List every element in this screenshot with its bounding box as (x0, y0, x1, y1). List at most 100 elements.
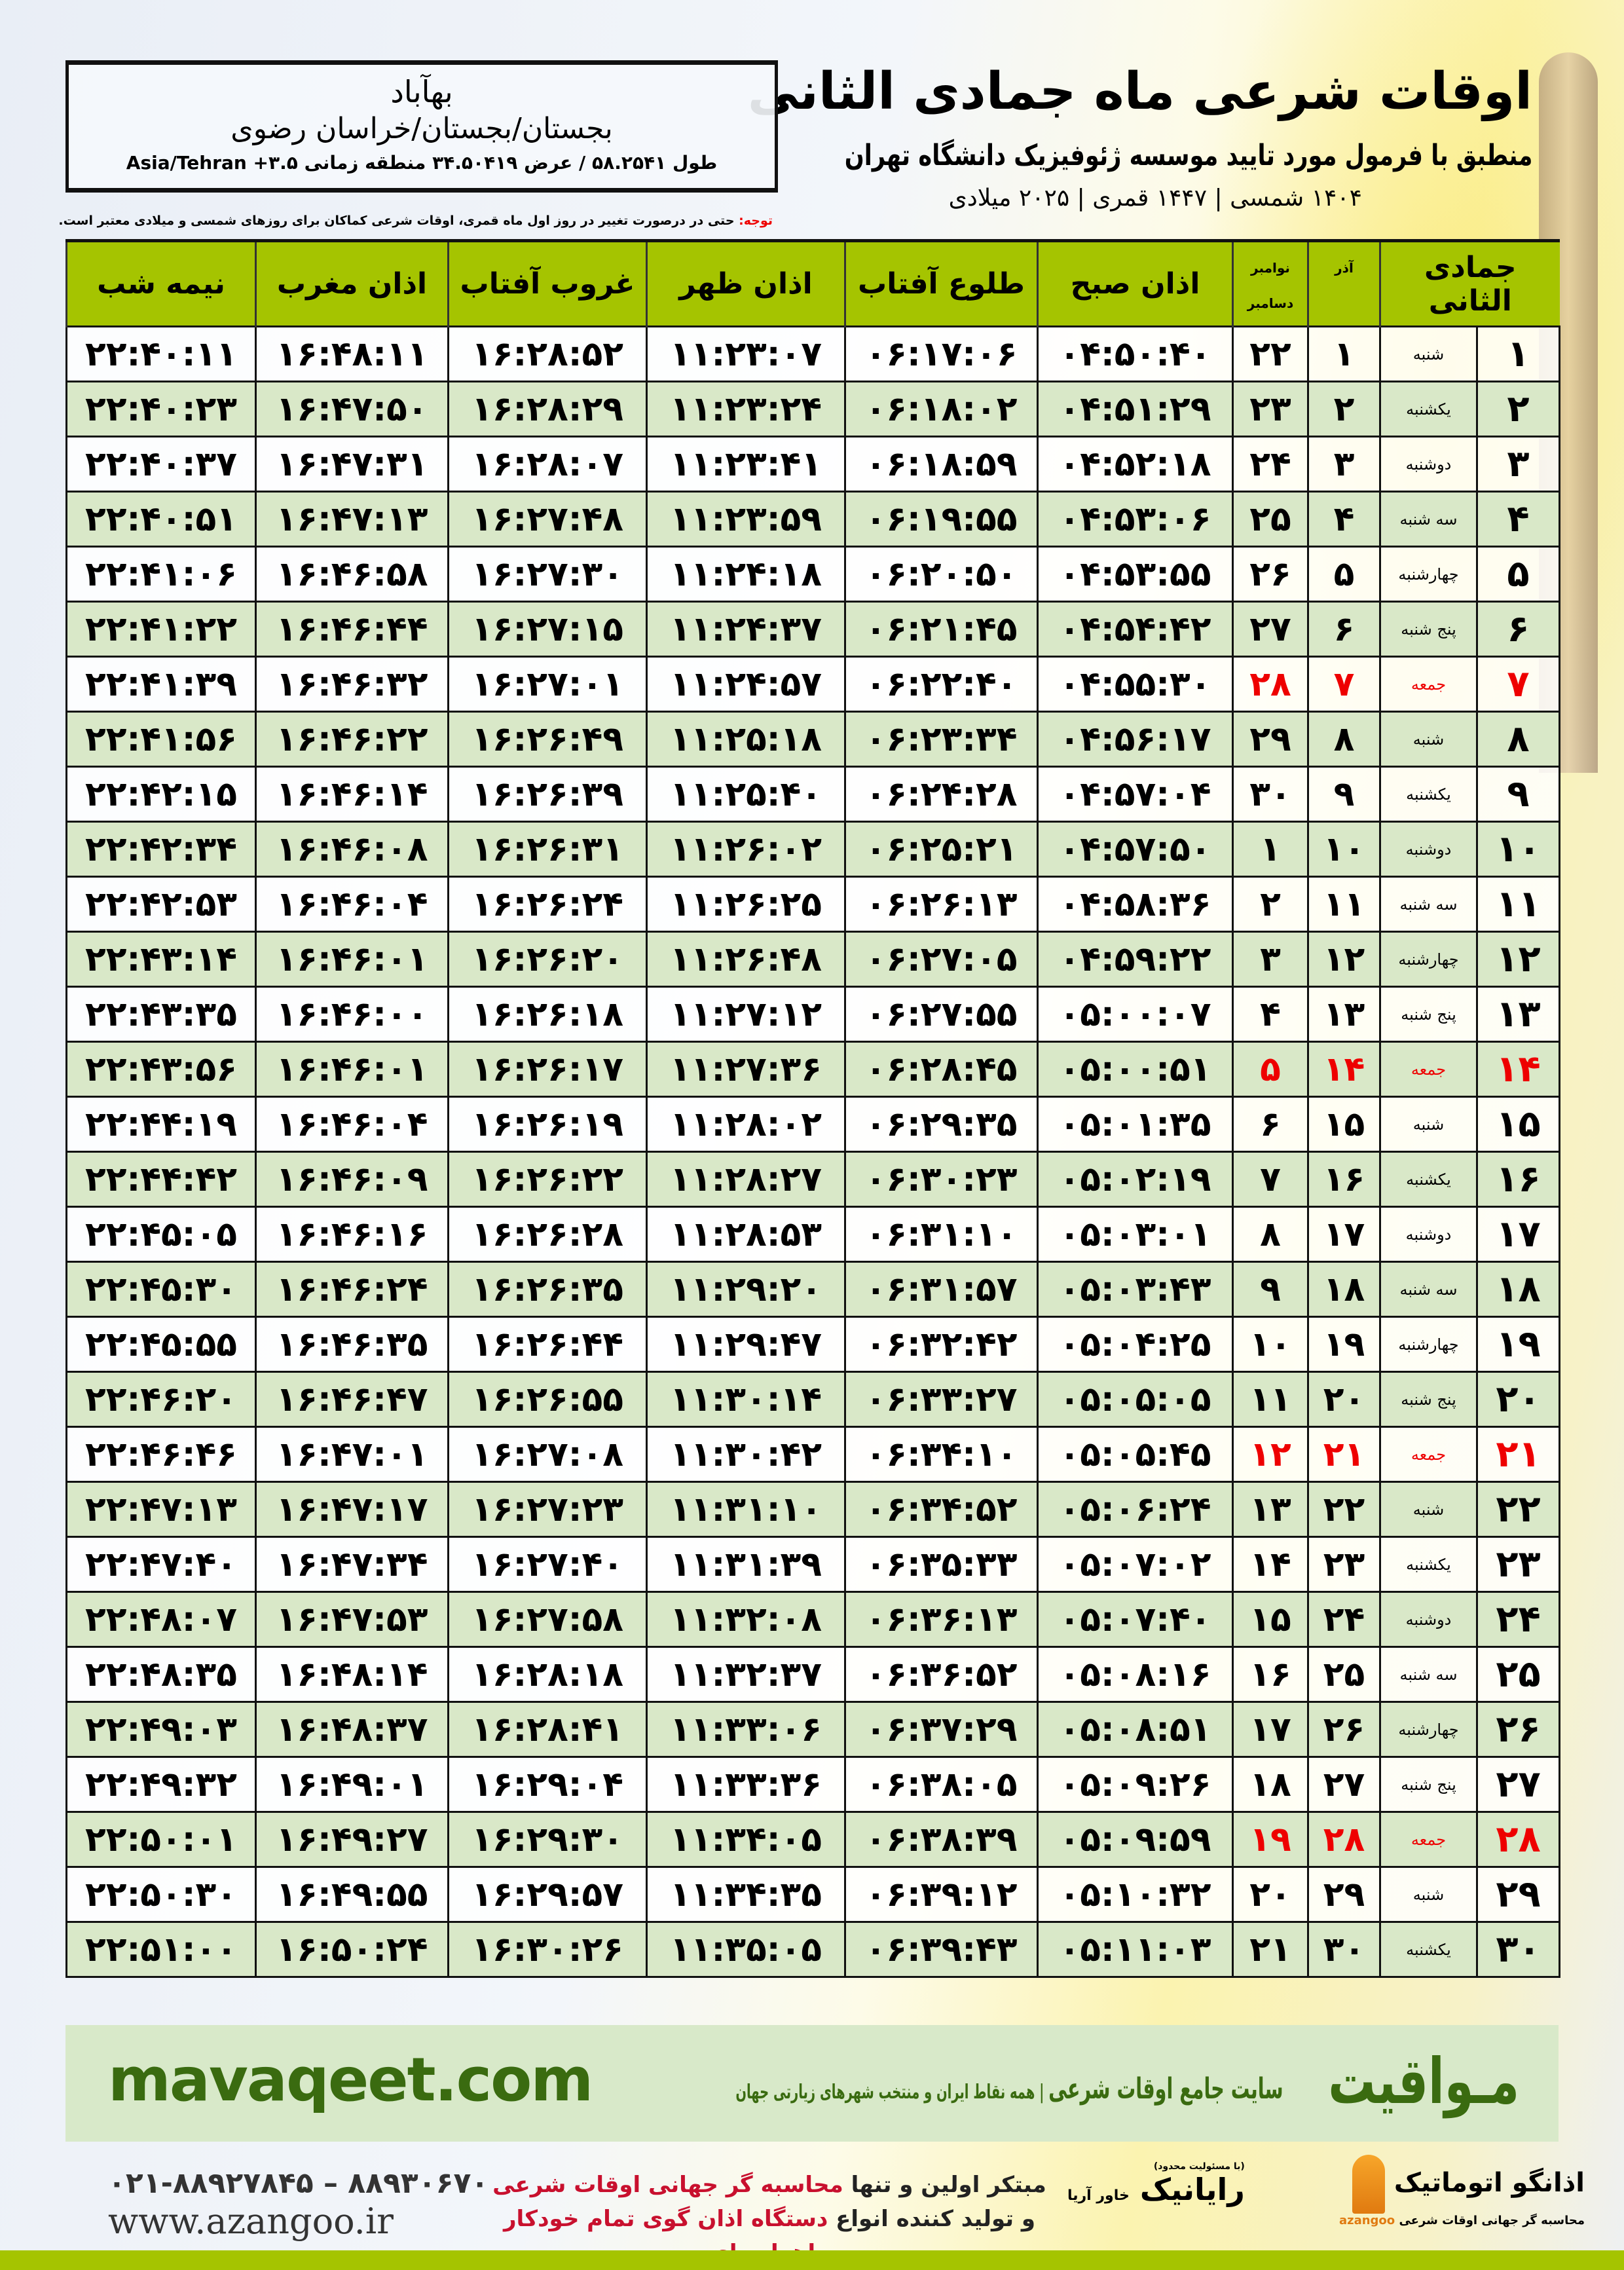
cell-sunrise: ۰۶:۲۶:۱۳ (844, 876, 1039, 933)
cell-gregorian-day: ۱ (1232, 821, 1309, 878)
notice: توجه: حتی در درصورت تغییر در روز اول ماه… (58, 214, 773, 228)
cell-gregorian-day: ۳۰ (1232, 766, 1309, 823)
cell-fajr: ۰۴:۵۸:۳۶ (1037, 876, 1234, 933)
cell-azar-day: ۱۷ (1307, 1206, 1381, 1263)
cell-fajr: ۰۵:۱۰:۳۲ (1037, 1866, 1234, 1923)
header-sunrise: طلوع آفتاب (844, 239, 1038, 327)
notice-label: توجه: (739, 214, 773, 228)
notice-text: حتی در درصورت تغییر در روز اول ماه قمری،… (58, 214, 739, 228)
table-row: ۲۸ جمعه ۲۸ ۱۹ ۰۵:۰۹:۵۹ ۰۶:۳۸:۳۹ ۱۱:۳۴:۰۵ ۱۶:۲۹:… (65, 1811, 1561, 1868)
cell-azar-day: ۲۱ (1307, 1426, 1381, 1483)
cell-weekday: جمعه (1378, 1426, 1479, 1483)
cell-sunset: ۱۶:۲۷:۴۰ (447, 1536, 648, 1593)
table-row: ۱۳ پنج شنبه ۱۳ ۴ ۰۵:۰۰:۰۷ ۰۶:۲۷:۵۵ ۱۱:۲۷:۱۲ ۱۶:… (65, 986, 1561, 1043)
cell-hijri-day: ۱۲ (1476, 931, 1561, 988)
table-row: ۴ سه شنبه ۴ ۲۵ ۰۴:۵۳:۰۶ ۰۶:۱۹:۵۵ ۱۱:۲۳:۵۹ ۱۶:۲۷… (65, 491, 1561, 548)
cell-fajr: ۰۵:۰۳:۴۳ (1037, 1261, 1234, 1318)
rayanik-sub: خاور آریا (1067, 2187, 1130, 2204)
cell-fajr: ۰۵:۰۹:۵۹ (1037, 1811, 1234, 1868)
cell-gregorian-day: ۲۸ (1232, 656, 1309, 713)
cell-hijri-day: ۳۰ (1476, 1921, 1561, 1978)
cell-hijri-day: ۷ (1476, 656, 1561, 713)
cell-sunset: ۱۶:۲۹:۰۴ (447, 1756, 648, 1813)
azangoo-url[interactable]: www.azangoo.ir (108, 2201, 394, 2242)
cell-maghrib: ۱۶:۴۶:۳۵ (255, 1316, 449, 1373)
table-row: ۱۹ چهارشنبه ۱۹ ۱۰ ۰۵:۰۴:۲۵ ۰۶:۳۲:۴۲ ۱۱:۲۹:۴۷ ۱۶… (65, 1316, 1561, 1373)
cell-hijri-day: ۵ (1476, 546, 1561, 603)
cell-hijri-day: ۶ (1476, 601, 1561, 658)
cell-fajr: ۰۵:۰۸:۵۱ (1037, 1701, 1234, 1758)
cell-gregorian-day: ۱۳ (1232, 1481, 1309, 1538)
cell-maghrib: ۱۶:۴۷:۵۰ (255, 381, 449, 437)
cell-gregorian-day: ۱۰ (1232, 1316, 1309, 1373)
cell-maghrib: ۱۶:۴۷:۱۷ (255, 1481, 449, 1538)
site-url[interactable]: mavaqeet.com (108, 2045, 593, 2115)
table-row: ۱۸ سه شنبه ۱۸ ۹ ۰۵:۰۳:۴۳ ۰۶:۳۱:۵۷ ۱۱:۲۹:۲۰ ۱۶:۲… (65, 1261, 1561, 1318)
cell-dhuhr: ۱۱:۲۸:۵۳ (646, 1206, 846, 1263)
cell-midnight: ۲۲:۴۴:۴۲ (65, 1151, 257, 1208)
cell-sunset: ۱۶:۲۷:۲۳ (447, 1481, 648, 1538)
cell-sunrise: ۰۶:۳۶:۱۳ (844, 1591, 1039, 1648)
cell-azar-day: ۱۵ (1307, 1096, 1381, 1153)
cell-fajr: ۰۵:۰۱:۳۵ (1037, 1096, 1234, 1153)
cell-sunrise: ۰۶:۲۳:۳۴ (844, 711, 1039, 768)
cell-hijri-day: ۲۲ (1476, 1481, 1561, 1538)
cell-hijri-day: ۱۶ (1476, 1151, 1561, 1208)
cell-dhuhr: ۱۱:۲۵:۱۸ (646, 711, 846, 768)
header-midnight: نیمه شب (65, 239, 256, 327)
cell-sunset: ۱۶:۲۶:۴۹ (447, 711, 648, 768)
cell-fajr: ۰۴:۵۹:۲۲ (1037, 931, 1234, 988)
cell-sunrise: ۰۶:۳۸:۰۵ (844, 1756, 1039, 1813)
cell-azar-day: ۲۲ (1307, 1481, 1381, 1538)
cell-gregorian-day: ۲۹ (1232, 711, 1309, 768)
cell-gregorian-day: ۲۰ (1232, 1866, 1309, 1923)
promo-1b: محاسبه گر جهانی اوقات شرعی (492, 2172, 843, 2198)
cell-azar-day: ۳ (1307, 436, 1381, 493)
cell-hijri-day: ۱۸ (1476, 1261, 1561, 1318)
cell-midnight: ۲۲:۴۰:۳۷ (65, 436, 257, 493)
cell-fajr: ۰۵:۰۵:۴۵ (1037, 1426, 1234, 1483)
cell-maghrib: ۱۶:۴۶:۴۷ (255, 1371, 449, 1428)
rayanik-logo: (با مسئولیت محدود) رایانیک خاور آریا (1067, 2161, 1245, 2207)
cell-sunrise: ۰۶:۳۴:۵۲ (844, 1481, 1039, 1538)
cell-fajr: ۰۴:۵۷:۵۰ (1037, 821, 1234, 878)
cell-hijri-day: ۳ (1476, 436, 1561, 493)
cell-dhuhr: ۱۱:۲۶:۴۸ (646, 931, 846, 988)
cell-sunset: ۱۶:۲۶:۱۸ (447, 986, 648, 1043)
cell-sunrise: ۰۶:۲۰:۵۰ (844, 546, 1039, 603)
cell-azar-day: ۱۸ (1307, 1261, 1381, 1318)
cell-dhuhr: ۱۱:۲۴:۳۷ (646, 601, 846, 658)
cell-dhuhr: ۱۱:۲۴:۱۸ (646, 546, 846, 603)
cell-fajr: ۰۴:۵۴:۴۲ (1037, 601, 1234, 658)
cell-dhuhr: ۱۱:۲۸:۲۷ (646, 1151, 846, 1208)
cell-midnight: ۲۲:۴۲:۱۵ (65, 766, 257, 823)
cell-gregorian-day: ۳ (1232, 931, 1309, 988)
cell-sunset: ۱۶:۲۷:۰۸ (447, 1426, 648, 1483)
cell-sunrise: ۰۶:۱۹:۵۵ (844, 491, 1039, 548)
cell-maghrib: ۱۶:۴۶:۰۸ (255, 821, 449, 878)
bottom-bar (0, 2250, 1624, 2270)
cell-azar-day: ۱۳ (1307, 986, 1381, 1043)
cell-sunset: ۱۶:۲۷:۰۱ (447, 656, 648, 713)
cell-sunrise: ۰۶:۳۱:۵۷ (844, 1261, 1039, 1318)
azangoo-name: اذانگو اتوماتیک (1393, 2168, 1585, 2198)
cell-sunrise: ۰۶:۱۷:۰۶ (844, 326, 1039, 382)
cell-maghrib: ۱۶:۴۷:۱۳ (255, 491, 449, 548)
cell-gregorian-day: ۶ (1232, 1096, 1309, 1153)
cell-azar-day: ۲۳ (1307, 1536, 1381, 1593)
cell-gregorian-day: ۱۷ (1232, 1701, 1309, 1758)
cell-sunset: ۱۶:۲۶:۲۴ (447, 876, 648, 933)
location-box: بهآباد بجستان/بجستان/خراسان رضوی طول ۵۸.… (65, 60, 778, 193)
cell-fajr: ۰۴:۵۳:۰۶ (1037, 491, 1234, 548)
cell-weekday: یکشنبه (1378, 1536, 1479, 1593)
cell-dhuhr: ۱۱:۲۷:۳۶ (646, 1041, 846, 1098)
cell-sunset: ۱۶:۲۷:۴۸ (447, 491, 648, 548)
cell-dhuhr: ۱۱:۲۵:۴۰ (646, 766, 846, 823)
cell-gregorian-day: ۱۵ (1232, 1591, 1309, 1648)
cell-sunrise: ۰۶:۲۴:۲۸ (844, 766, 1039, 823)
cell-maghrib: ۱۶:۴۹:۵۵ (255, 1866, 449, 1923)
cell-maghrib: ۱۶:۴۶:۰۱ (255, 1041, 449, 1098)
cell-azar-day: ۱۰ (1307, 821, 1381, 878)
azangoo-logo: اذانگو اتوماتیک محاسبه گر جهانی اوقات شر… (1339, 2155, 1585, 2227)
cell-maghrib: ۱۶:۴۶:۲۲ (255, 711, 449, 768)
